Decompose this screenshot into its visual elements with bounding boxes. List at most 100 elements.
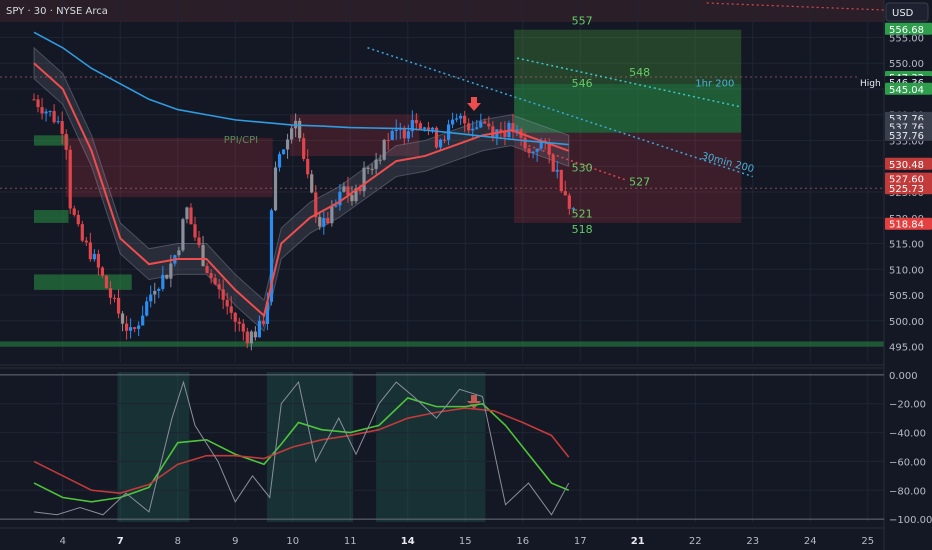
candle-body: [273, 167, 278, 211]
candle-body: [539, 140, 543, 149]
candle-body: [302, 138, 306, 159]
annotation-label: PPI/CPI: [224, 135, 258, 146]
zone-green: [514, 29, 742, 84]
candle-body: [426, 127, 431, 130]
zone-support-band: [0, 341, 884, 347]
candle-body: [52, 111, 56, 123]
candle-body: [269, 210, 274, 302]
oscillator-series-line: [33, 407, 570, 494]
time-tick-label: 14: [401, 536, 415, 547]
candle-body: [64, 133, 68, 150]
annotation-label: 1hr 200: [695, 78, 734, 89]
zone-red: [65, 137, 273, 198]
candle-body: [326, 218, 330, 224]
oscillator-shade: [266, 372, 354, 522]
candle-body: [354, 188, 358, 202]
candle-body: [165, 274, 169, 279]
currency-button[interactable]: [885, 2, 929, 22]
candle-body: [217, 284, 221, 290]
candle-body: [342, 186, 346, 192]
candle-body: [358, 188, 362, 192]
candle-body: [60, 121, 64, 134]
candle-body: [455, 118, 459, 120]
oscillator-shade: [117, 372, 190, 522]
price-tag-label: 518.84: [889, 220, 924, 231]
price-tag-label: 527.60: [889, 175, 924, 186]
currency-label: USD: [892, 8, 914, 19]
candle-body: [515, 129, 519, 133]
time-tick-label: 4: [60, 536, 66, 547]
candle-body: [245, 331, 249, 344]
candle-body: [72, 208, 76, 215]
level-label: 546: [572, 77, 593, 90]
level-label: 557: [572, 14, 593, 27]
candle-body: [44, 111, 48, 114]
candle-body: [414, 120, 418, 124]
price-tag: [885, 22, 932, 35]
price-tick-label: 550.00: [889, 59, 924, 70]
candle-body: [459, 115, 463, 119]
candle-body: [483, 121, 487, 124]
time-tick-label: 9: [232, 536, 238, 547]
candle-body: [80, 224, 84, 241]
zone-red: [289, 114, 420, 156]
candle-body: [422, 127, 427, 129]
candle-body: [177, 250, 181, 256]
top-zone: [0, 0, 884, 22]
candle-body: [559, 169, 563, 192]
candle-body: [442, 139, 447, 141]
arrow-down-icon: [467, 97, 481, 111]
oscillator-series-line: [33, 397, 570, 503]
price-tick-label: 510.00: [889, 265, 924, 276]
price-tag: [885, 182, 932, 195]
candle-body: [511, 123, 515, 133]
level-label: 548: [629, 66, 650, 79]
candle-body: [487, 123, 491, 127]
candle-body: [290, 128, 294, 140]
candle-body: [362, 167, 366, 192]
candle-body: [209, 273, 213, 278]
oscillator-shade: [376, 372, 486, 522]
candle-body: [237, 321, 241, 324]
arrow-down-icon: [467, 395, 481, 409]
oscillator-tick-label: −100.00: [889, 515, 932, 526]
time-tick-label: 23: [746, 536, 759, 547]
candle-body: [181, 219, 185, 251]
candle-body: [527, 148, 531, 154]
chart-title: SPY · 30 · NYSE Arca: [6, 6, 108, 17]
price-tag-label: 545.04: [889, 85, 924, 96]
candle-body: [48, 111, 52, 113]
price-tag-label: 537.76: [889, 122, 924, 133]
candle-body: [185, 207, 189, 220]
zone-green-strong: [34, 210, 69, 223]
time-tick-label: 15: [459, 536, 472, 547]
candle-body: [36, 99, 40, 108]
price-tag-label: 537.76: [889, 131, 924, 142]
candle-body: [169, 263, 173, 279]
price-tick-label: 500.00: [889, 317, 924, 328]
price-tag-label: 537.76: [889, 114, 924, 125]
candle-body: [555, 169, 559, 172]
candle-body: [277, 154, 282, 168]
zone-green-strong: [34, 274, 132, 290]
candle-body: [153, 290, 157, 295]
ema-fast-line: [33, 62, 570, 318]
price-tick-label: 535.00: [889, 136, 924, 147]
level-label: 530: [572, 161, 593, 174]
price-tick-label: 505.00: [889, 291, 924, 302]
candle-body: [499, 129, 503, 132]
trendline-red: [528, 144, 627, 181]
oscillator-tick-label: −80.00: [889, 486, 926, 497]
time-tick-label: 8: [175, 536, 181, 547]
candle-body: [567, 195, 571, 209]
candle-body: [378, 159, 382, 161]
candle-body: [137, 325, 141, 329]
candle-body: [475, 127, 479, 129]
candle-body: [338, 191, 342, 206]
price-tag: [885, 128, 932, 141]
candle-body: [40, 107, 44, 114]
candle-body: [523, 137, 527, 149]
candle-body: [535, 148, 539, 152]
price-tag-label: 525.73: [889, 184, 924, 195]
